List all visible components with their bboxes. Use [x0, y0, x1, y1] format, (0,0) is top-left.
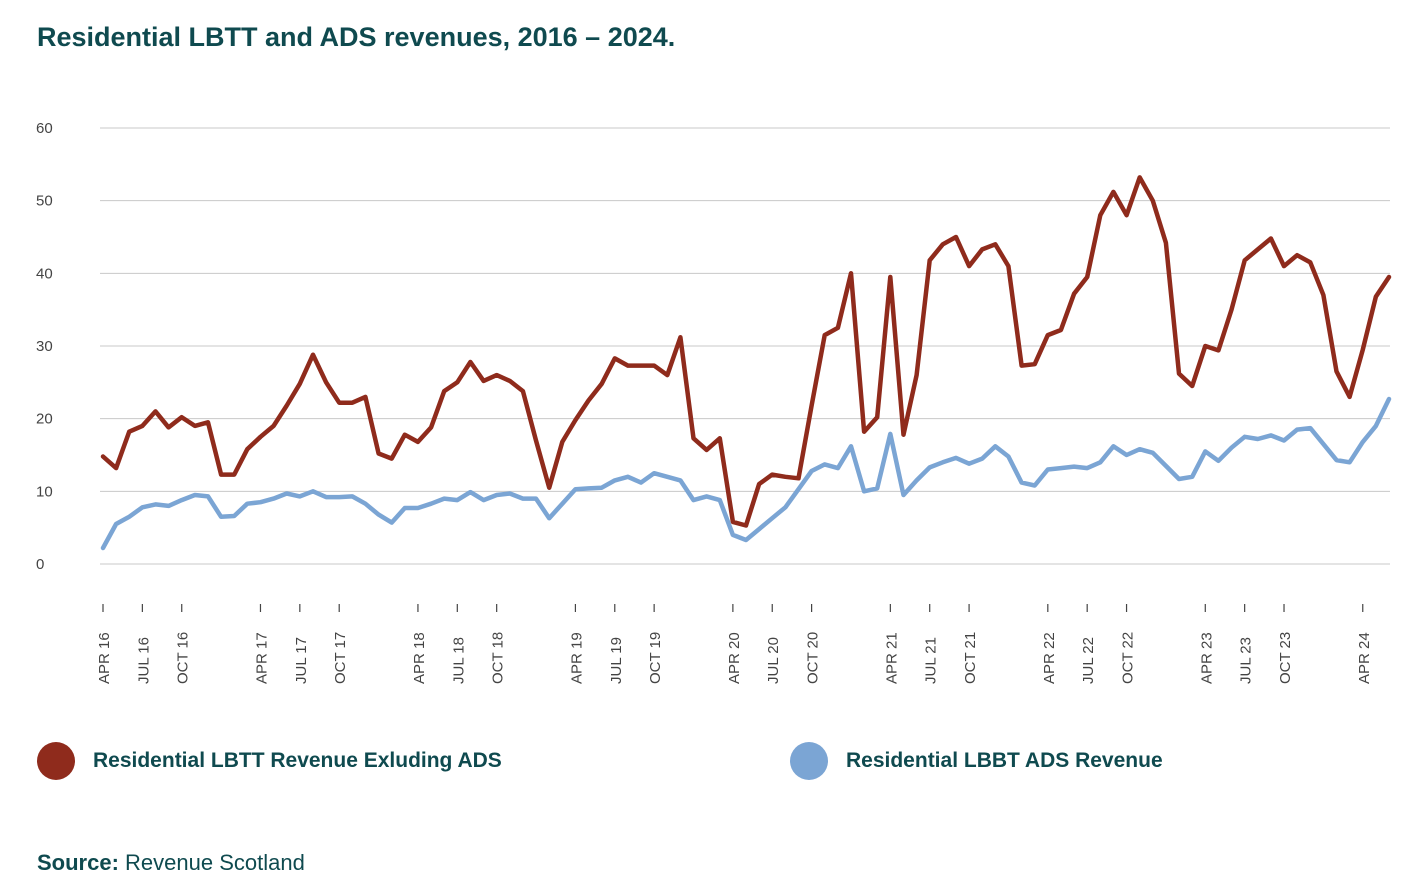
x-tick-label: JUL 21	[923, 637, 940, 684]
gridlines	[100, 127, 1390, 565]
x-tick-label: OCT 16	[175, 632, 192, 684]
x-tick-label: JUL 20	[765, 637, 782, 684]
x-tick-label: OCT 19	[647, 632, 664, 684]
legend-swatch-ads	[790, 742, 828, 780]
legend-item-lbtt: Residential LBTT Revenue Exluding ADS	[37, 742, 502, 780]
y-tick-label: 10	[36, 483, 53, 500]
source-label: Source:	[37, 850, 119, 875]
x-tick-label: APR 20	[726, 632, 743, 684]
y-tick-label: 50	[36, 193, 53, 210]
legend-swatch-lbtt	[37, 742, 75, 780]
x-tick-label: OCT 20	[805, 632, 822, 684]
series-lines	[100, 175, 1392, 551]
x-tick-label: APR 17	[253, 632, 270, 684]
source-text: Revenue Scotland	[125, 850, 305, 875]
x-tick-label: JUL 18	[450, 637, 467, 684]
y-axis-ticks: 0 10 20 30 40 50 60	[36, 120, 53, 573]
x-axis-ticks: APR 16 JUL 16 OCT 16 APR 17 JUL 17 OCT 17 APR …	[96, 604, 1373, 684]
y-tick-label: 30	[36, 338, 53, 355]
x-tick-label: OCT 21	[962, 632, 979, 684]
x-tick-label: OCT 17	[332, 632, 349, 684]
x-tick-label: OCT 18	[490, 632, 507, 684]
chart-title: Residential LBTT and ADS revenues, 2016 …	[37, 22, 676, 52]
x-tick-label: APR 23	[1198, 632, 1215, 684]
legend-label-ads: Residential LBBT ADS Revenue	[846, 749, 1163, 772]
x-tick-label: APR 22	[1041, 632, 1058, 684]
x-tick-label: JUL 16	[135, 637, 152, 684]
x-tick-label: JUL 22	[1080, 637, 1097, 684]
y-tick-label: 40	[36, 265, 53, 282]
x-tick-label: APR 21	[883, 632, 900, 684]
series-line-lbtt	[100, 175, 1392, 528]
x-tick-label: APR 16	[96, 632, 113, 684]
x-tick-label: JUL 17	[293, 637, 310, 684]
y-tick-label: 0	[36, 556, 44, 573]
x-tick-label: JUL 23	[1238, 637, 1255, 684]
series-line-ads	[100, 396, 1392, 551]
legend-label-lbtt: Residential LBTT Revenue Exluding ADS	[93, 749, 502, 772]
source-note: Source: Revenue Scotland	[37, 850, 305, 876]
x-tick-label: JUL 19	[608, 637, 625, 684]
x-tick-label: OCT 22	[1120, 632, 1137, 684]
x-tick-label: APR 24	[1356, 632, 1373, 684]
x-tick-label: APR 18	[411, 632, 428, 684]
x-tick-label: APR 19	[568, 632, 585, 684]
y-tick-label: 20	[36, 411, 53, 428]
legend-item-ads: Residential LBBT ADS Revenue	[790, 742, 1163, 780]
x-tick-label: OCT 23	[1277, 632, 1294, 684]
y-tick-label: 60	[36, 120, 53, 137]
